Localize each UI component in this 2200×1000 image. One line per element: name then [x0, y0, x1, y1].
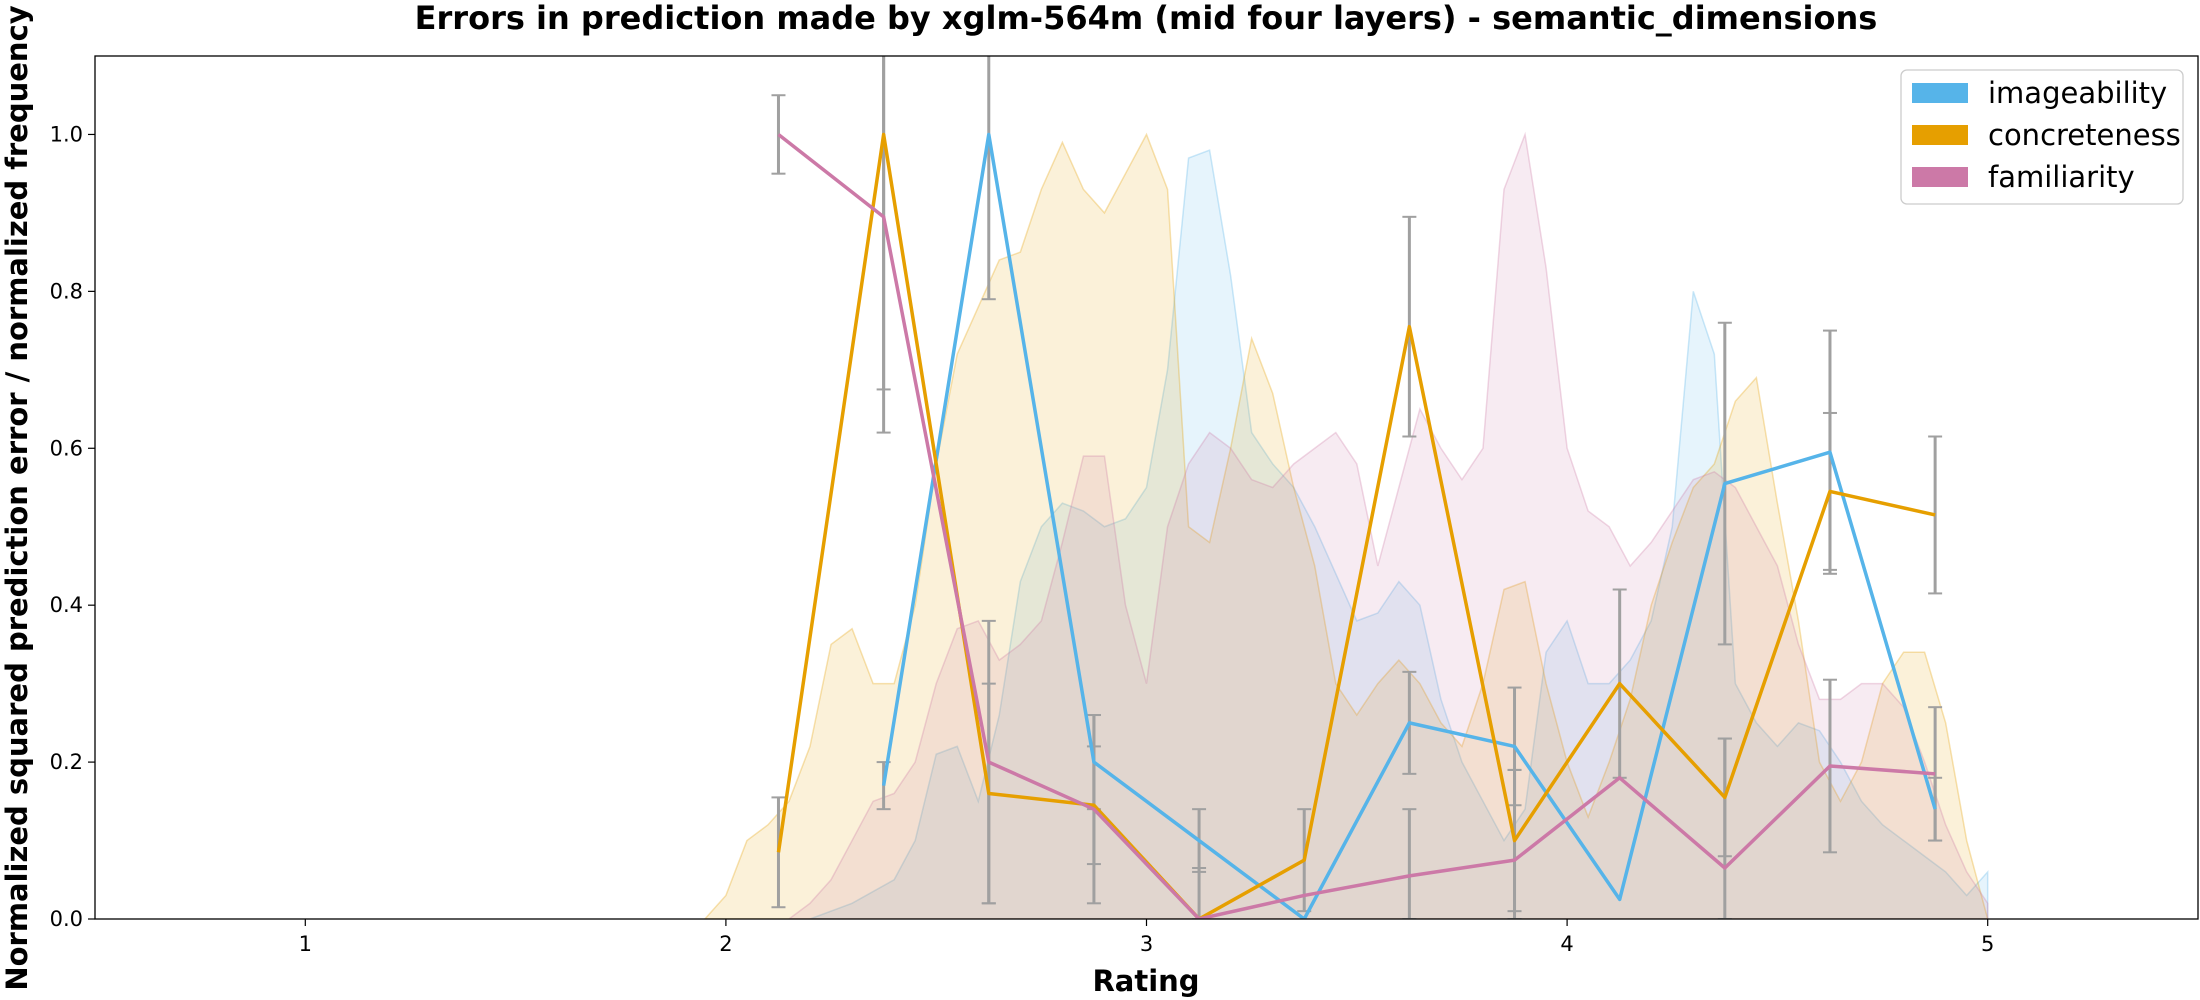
error-bar-imageability — [981, 56, 996, 301]
chart-title: Errors in prediction made by xglm-564m (… — [415, 0, 1878, 37]
legend-label: concreteness — [1988, 118, 2181, 152]
error-bar-concreteness — [1192, 867, 1207, 919]
x-tick-label: 2 — [719, 932, 732, 956]
series-line-imageability — [881, 132, 1937, 919]
legend-box — [1900, 69, 2184, 205]
error-bar-familiarity — [1717, 737, 1732, 919]
x-tick-label: 4 — [1560, 932, 1573, 956]
legend-label: imageability — [1988, 76, 2167, 110]
legend-item-familiarity: familiarity — [1912, 160, 2135, 194]
y-tick-label: 0.0 — [50, 907, 83, 931]
frequency-area-concreteness — [703, 132, 1989, 919]
error-bar-familiarity — [1928, 706, 1943, 842]
y-tick-label: 0.4 — [50, 593, 83, 617]
x-tick-label: 5 — [1981, 932, 1994, 956]
series-line-concreteness — [776, 132, 1936, 919]
y-tick-label: 0.6 — [50, 436, 83, 460]
error-bar-familiarity — [1402, 808, 1417, 919]
y-tick-label: 1.0 — [50, 122, 83, 146]
x-tick-label: 1 — [299, 932, 312, 956]
series-lines — [776, 132, 1937, 919]
x-tick-label: 3 — [1140, 932, 1153, 956]
legend-item-concreteness: concreteness — [1912, 118, 2181, 152]
y-tick-label: 0.2 — [50, 750, 83, 774]
y-axis-label: Normalized squared prediction error / no… — [0, 5, 34, 990]
legend-swatch — [1912, 125, 1968, 145]
legend-swatch — [1912, 83, 1968, 103]
legend-item-imageability: imageability — [1912, 76, 2167, 110]
y-tick-label: 0.8 — [50, 279, 83, 303]
legend: imageability concreteness familiarity — [1900, 69, 2184, 205]
legend-swatch — [1912, 167, 1968, 187]
plot-area — [703, 56, 1989, 919]
error-bar-familiarity — [1507, 768, 1522, 919]
frequency-area-imageability — [809, 149, 1989, 919]
x-axis-label: Rating — [1092, 964, 1199, 998]
series-line-familiarity — [777, 133, 1936, 919]
legend-label: familiarity — [1988, 160, 2135, 194]
axis-ticks: 1 2 3 4 5 0.0 0.2 0.4 0.6 0.8 1.0 — [50, 122, 1995, 956]
